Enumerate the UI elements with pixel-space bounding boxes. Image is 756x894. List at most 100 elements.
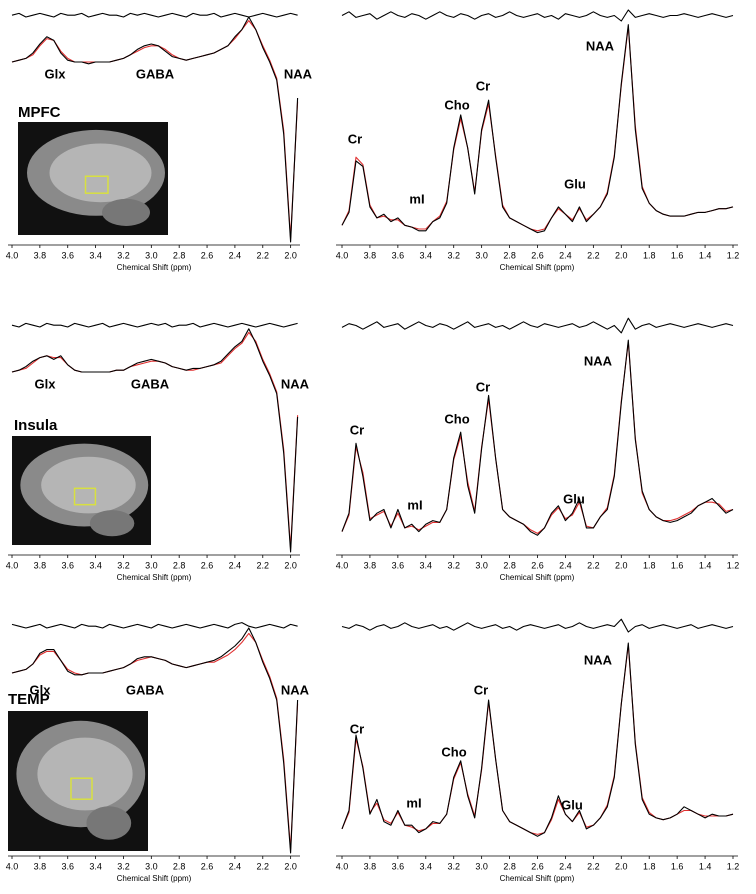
x-tick-label: 3.6: [392, 861, 405, 871]
peak-label: NAA: [281, 682, 310, 697]
panel: 4.0 3.8 3.6 3.4 3.2 3.0 2.8 2.6 2.4 2.2 2.0 1.8 1.6 1…: [336, 9, 740, 272]
x-tick-label: 2.0: [615, 250, 628, 260]
peak-label: GABA: [131, 376, 170, 391]
cerebellum: [86, 806, 132, 840]
x-tick-label: 3.2: [117, 250, 130, 260]
x-tick-label: 3.6: [392, 560, 405, 570]
peak-label: mI: [407, 497, 422, 512]
x-tick-label: 1.4: [699, 250, 712, 260]
spectrum-line: [341, 642, 734, 837]
x-tick-label: 3.8: [34, 560, 47, 570]
peak-label: Cr: [350, 422, 364, 437]
spectrum-line: [341, 317, 734, 334]
peak-label: NAA: [281, 376, 310, 391]
x-axis-label: Chemical Shift (ppm): [117, 874, 192, 883]
x-tick-label: 2.0: [284, 250, 297, 260]
x-tick-label: 3.4: [420, 250, 433, 260]
peak-label: NAA: [586, 38, 615, 53]
region-label: Insula: [14, 417, 58, 434]
x-tick-label: 3.2: [117, 560, 130, 570]
x-tick-label: 2.0: [615, 861, 628, 871]
x-tick-label: 2.6: [531, 250, 544, 260]
panel: 4.0 3.8 3.6 3.4 3.2 3.0 2.8 2.6 2.4 2.2 2.0 Chemica…: [6, 12, 313, 272]
x-tick-label: 3.4: [89, 861, 102, 871]
spectrum-line: [11, 20, 299, 239]
brain-inner: [41, 456, 136, 514]
x-tick-label: 2.8: [503, 560, 516, 570]
voxel: [73, 487, 97, 506]
x-tick-label: 1.6: [671, 250, 684, 260]
peak-label: Glx: [30, 682, 52, 697]
x-tick-label: 1.2: [727, 250, 740, 260]
x-axis-label: Chemical Shift (ppm): [117, 573, 192, 582]
x-tick-label: 2.4: [229, 861, 242, 871]
x-tick-label: 3.0: [145, 560, 158, 570]
spectrum-line: [11, 12, 298, 18]
x-tick-label: 3.8: [34, 250, 47, 260]
peak-label: Cr: [348, 131, 362, 146]
x-tick-label: 2.2: [587, 560, 600, 570]
peak-label: NAA: [584, 652, 613, 667]
x-tick-label: 4.0: [336, 560, 349, 570]
panel: 4.0 3.8 3.6 3.4 3.2 3.0 2.8 2.6 2.4 2.2 2.0 1.8 1.6 1…: [336, 618, 739, 883]
peak-label: Glu: [564, 176, 586, 191]
x-tick-label: 3.4: [89, 250, 102, 260]
panel: 4.0 3.8 3.6 3.4 3.2 3.0 2.8 2.6 2.4 2.2 2.0 Chemica…: [6, 322, 310, 582]
x-tick-label: 4.0: [336, 861, 349, 871]
spectrum-line: [341, 24, 734, 234]
spectrum-line: [341, 341, 734, 534]
mri-image: [12, 436, 151, 545]
x-tick-label: 3.0: [475, 560, 488, 570]
peak-label: mI: [409, 191, 424, 206]
x-tick-label: 2.6: [531, 560, 544, 570]
x-tick-label: 3.8: [364, 250, 377, 260]
x-tick-label: 3.8: [364, 861, 377, 871]
x-tick-label: 3.4: [420, 861, 433, 871]
peak-label: Cho: [444, 411, 469, 426]
x-tick-label: 4.0: [6, 250, 19, 260]
x-tick-label: 2.8: [503, 861, 516, 871]
x-tick-label: 1.4: [699, 861, 712, 871]
spectrum-line: [11, 627, 299, 854]
x-tick-label: 1.8: [643, 861, 656, 871]
peak-label: Cr: [476, 78, 490, 93]
peak-label: GABA: [126, 682, 165, 697]
peak-label: Glx: [35, 376, 57, 391]
x-tick-label: 2.6: [201, 560, 214, 570]
x-tick-label: 3.6: [61, 861, 74, 871]
x-axis-label: Chemical Shift (ppm): [500, 573, 575, 582]
spectrum-line: [11, 622, 298, 629]
x-tick-label: 2.2: [257, 861, 270, 871]
x-tick-label: 3.8: [364, 560, 377, 570]
peak-label: NAA: [284, 66, 313, 81]
x-tick-label: 4.0: [336, 250, 349, 260]
cerebellum: [102, 198, 150, 226]
peak-label: Cr: [476, 379, 490, 394]
x-tick-label: 3.6: [61, 250, 74, 260]
x-axis-label: Chemical Shift (ppm): [500, 874, 575, 883]
spectrum-line: [11, 322, 298, 328]
panel: 4.0 3.8 3.6 3.4 3.2 3.0 2.8 2.6 2.4 2.2 2.0 1.8 1.6 1…: [336, 317, 739, 582]
x-tick-label: 1.8: [643, 250, 656, 260]
mri-image: [18, 122, 168, 235]
x-tick-label: 2.6: [531, 861, 544, 871]
x-tick-label: 1.4: [699, 560, 712, 570]
region-label: TEMP: [8, 691, 50, 708]
x-tick-label: 1.6: [671, 560, 684, 570]
x-tick-label: 3.2: [447, 250, 460, 260]
spectrum-line: [341, 339, 734, 536]
x-tick-label: 2.2: [587, 861, 600, 871]
x-tick-label: 4.0: [6, 861, 19, 871]
cerebellum: [89, 510, 135, 537]
brain-inner: [37, 737, 133, 811]
x-tick-label: 3.2: [447, 861, 460, 871]
x-tick-label: 3.2: [447, 560, 460, 570]
x-tick-label: 3.6: [392, 250, 405, 260]
x-tick-label: 3.4: [420, 560, 433, 570]
mri-image: [8, 711, 148, 851]
spectrum-line: [11, 16, 299, 243]
x-tick-label: 3.0: [475, 250, 488, 260]
x-tick-label: 3.6: [61, 560, 74, 570]
